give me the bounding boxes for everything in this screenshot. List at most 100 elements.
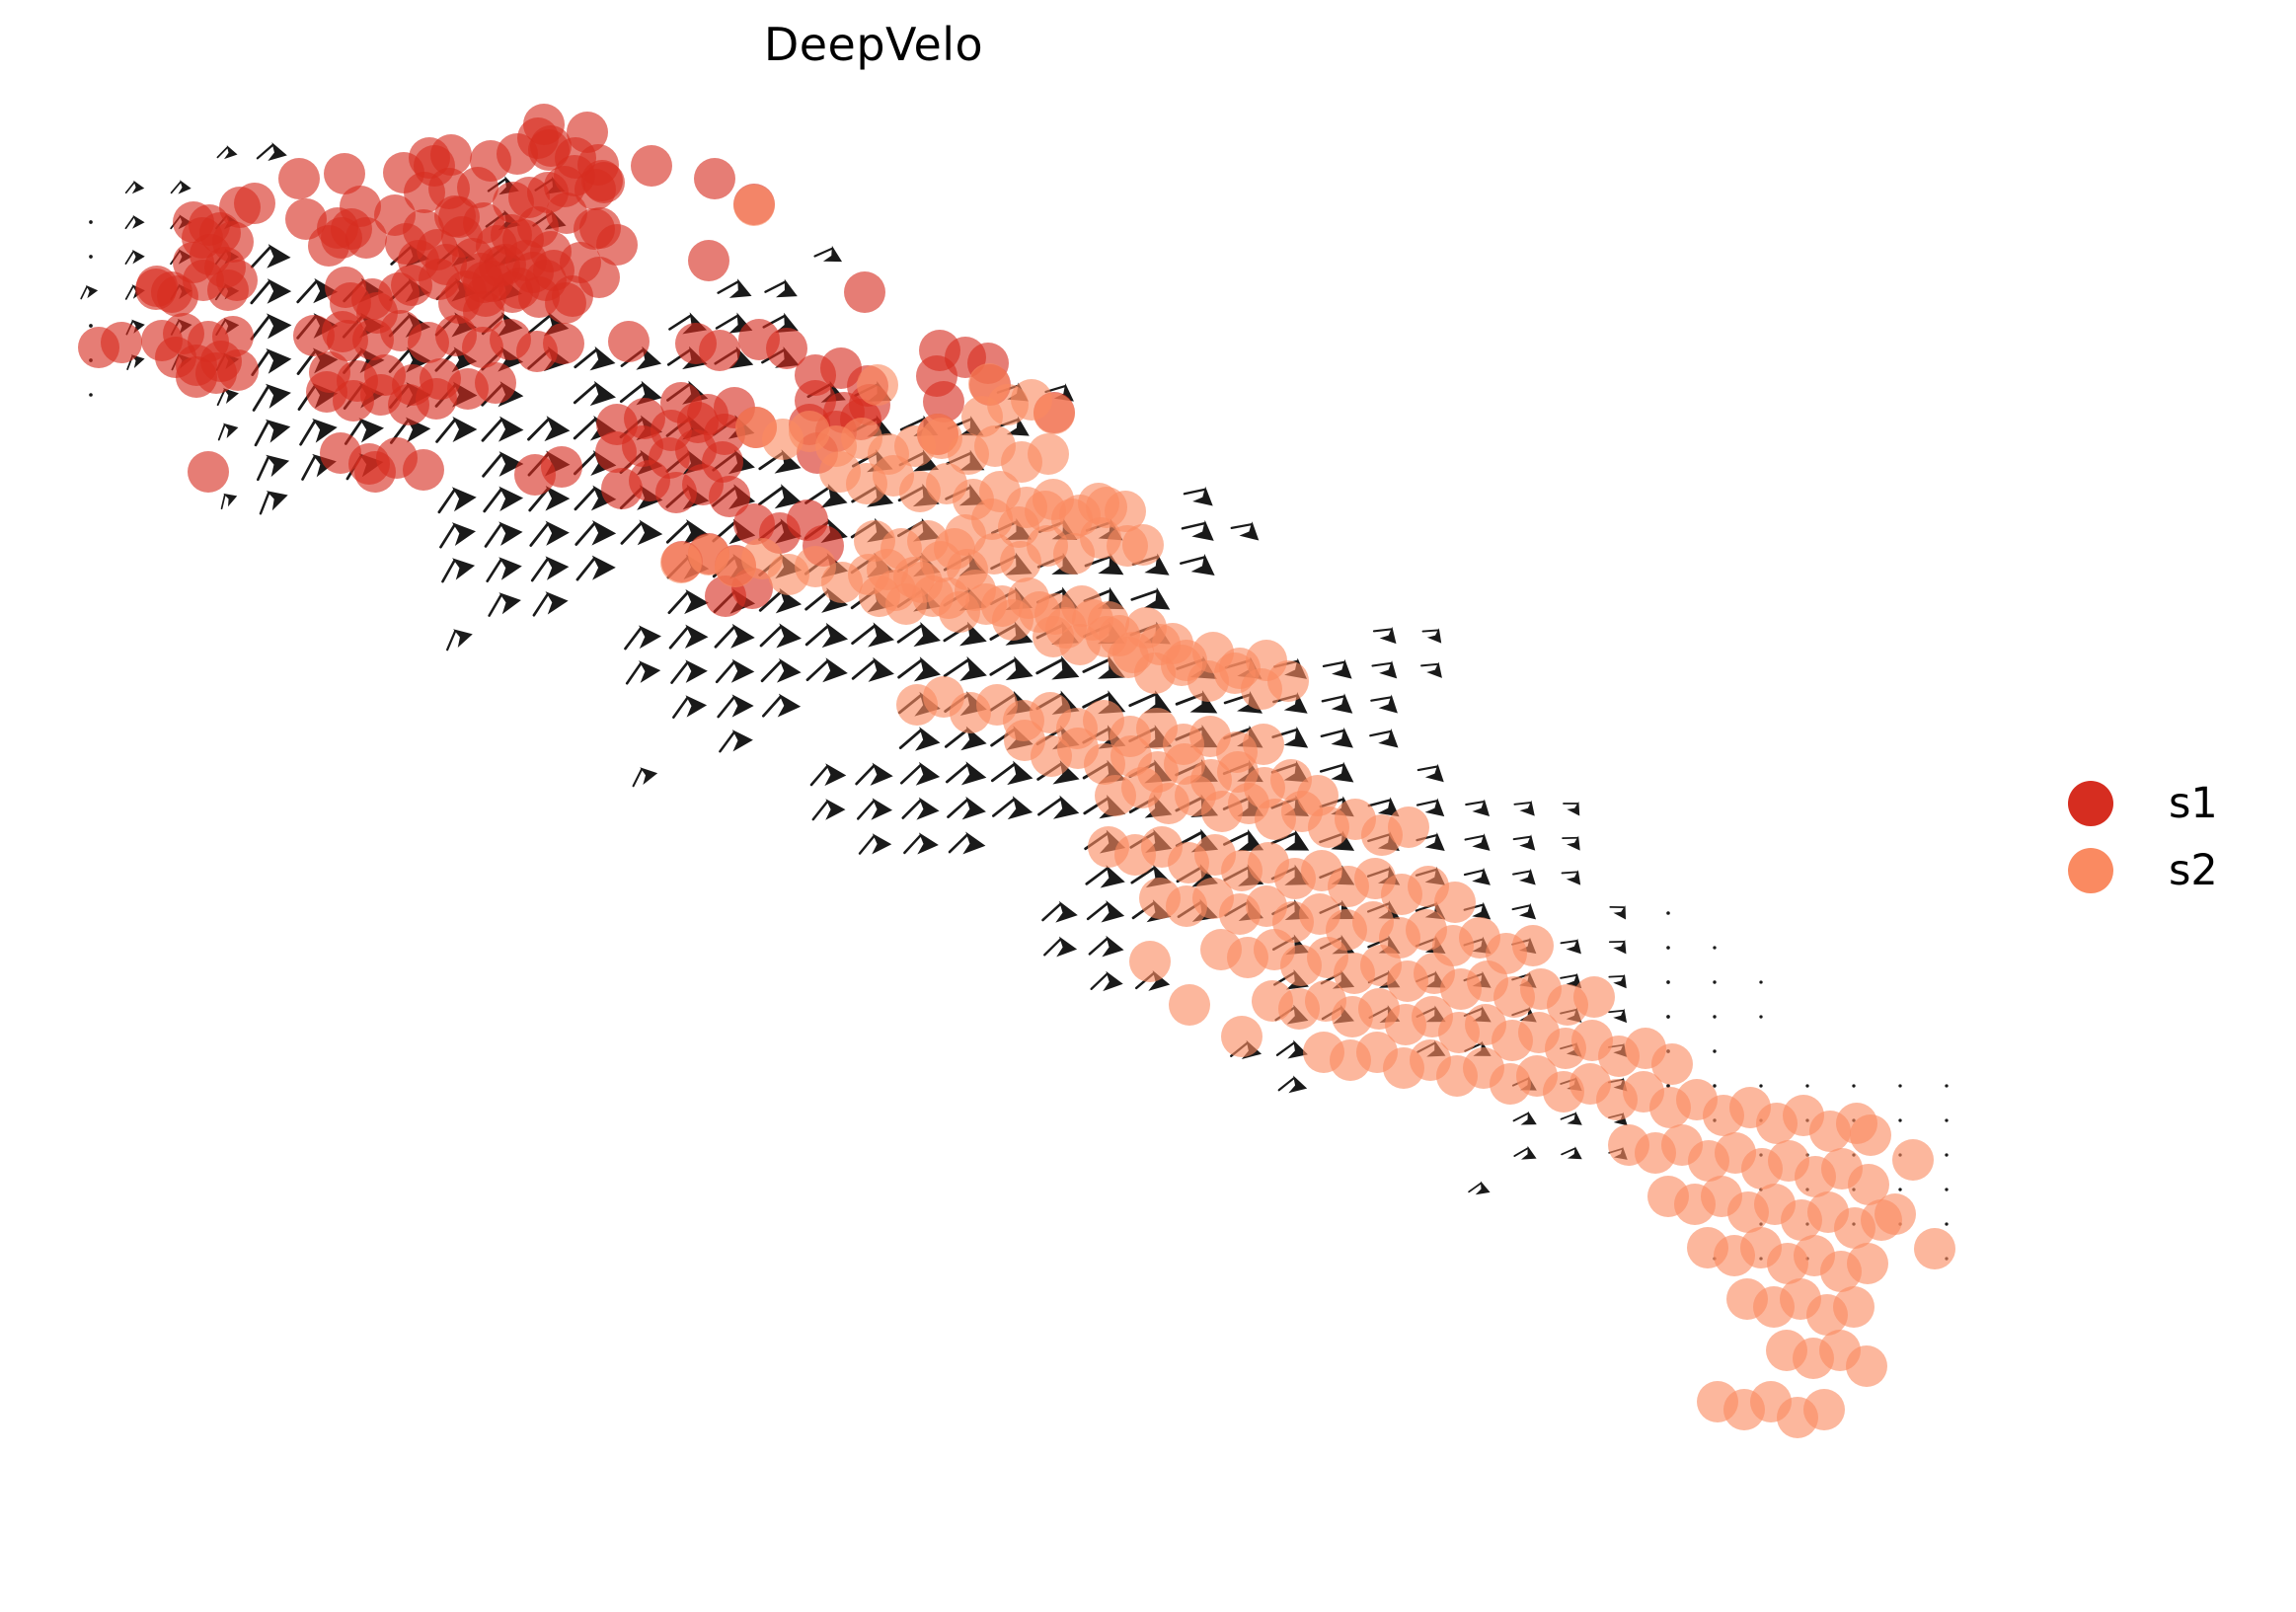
velocity-dot-icon (1666, 1084, 1670, 1088)
cell-point (1388, 806, 1429, 848)
velocity-arrow-icon (1319, 761, 1354, 783)
velocity-arrow-icon (764, 278, 798, 298)
velocity-arrow-icon (1608, 973, 1627, 989)
velocity-arrow-icon (486, 557, 522, 582)
velocity-arrow-icon (805, 657, 848, 683)
cell-point (541, 446, 582, 488)
velocity-arrow-icon (945, 761, 987, 786)
velocity-arrow-icon (760, 657, 802, 683)
velocity-arrow-icon (1183, 486, 1213, 506)
velocity-arrow-icon (1420, 661, 1442, 678)
velocity-arrow-icon (899, 761, 941, 786)
velocity-dot-icon (1713, 1084, 1717, 1088)
velocity-dot-icon (1852, 1084, 1856, 1088)
velocity-dot-icon (1713, 1049, 1717, 1053)
velocity-arrow-icon (1561, 1146, 1582, 1160)
velocity-arrow-icon (250, 278, 292, 305)
velocity-arrow-icon (1041, 900, 1078, 923)
velocity-arrow-icon (719, 729, 753, 753)
velocity-dot-icon (1898, 1188, 1902, 1191)
velocity-arrow-icon (216, 145, 238, 160)
cell-point (1833, 1286, 1875, 1328)
velocity-arrow-icon (1181, 519, 1214, 541)
cell-point (416, 378, 457, 420)
cell-point (1850, 1114, 1891, 1156)
velocity-arrow-icon (1043, 936, 1078, 958)
velocity-arrow-icon (851, 622, 895, 648)
velocity-arrow-icon (574, 345, 616, 371)
velocity-arrow-icon (1468, 1181, 1491, 1195)
cell-point (545, 282, 586, 324)
cell-point (733, 185, 775, 226)
velocity-arrow-icon (1086, 899, 1125, 923)
velocity-arrow-icon (484, 521, 523, 548)
velocity-arrow-icon (170, 180, 191, 194)
legend-entry-s1[interactable]: s1 (2068, 770, 2285, 837)
velocity-dot-icon (89, 393, 93, 397)
velocity-arrow-icon (257, 454, 290, 482)
velocity-arrow-icon (217, 422, 239, 441)
velocity-arrow-icon (220, 493, 238, 510)
velocity-arrow-icon (435, 417, 478, 443)
velocity-arrow-icon (483, 486, 524, 513)
velocity-arrow-icon (575, 555, 616, 581)
velocity-arrow-icon (1370, 694, 1398, 714)
cell-point (578, 257, 620, 298)
cell-point (527, 172, 569, 213)
velocity-arrow-icon (811, 799, 846, 821)
velocity-arrow-icon (897, 656, 941, 682)
velocity-dot-icon (89, 255, 93, 259)
velocity-arrow-icon (804, 622, 849, 649)
velocity-arrow-icon (1511, 902, 1537, 920)
velocity-arrow-icon (256, 142, 287, 162)
legend: s1 s2 (2068, 770, 2285, 904)
velocity-arrow-icon (624, 625, 661, 651)
cell-point (475, 362, 516, 404)
velocity-arrow-icon (532, 591, 569, 617)
cell-point (699, 330, 740, 371)
cell-point (543, 323, 584, 364)
velocity-arrow-icon (944, 726, 987, 751)
velocity-arrow-icon (632, 767, 658, 788)
velocity-arrow-icon (1608, 939, 1627, 955)
velocity-dot-icon (1666, 980, 1670, 984)
velocity-arrow-icon (989, 655, 1033, 681)
velocity-dot-icon (1713, 946, 1717, 950)
cell-point (694, 158, 735, 199)
velocity-arrow-icon (715, 658, 755, 684)
cell-point (1846, 1345, 1887, 1387)
cell-point (278, 158, 320, 199)
velocity-arrow-icon (1322, 658, 1352, 679)
velocity-arrow-icon (759, 623, 802, 649)
legend-entry-s2[interactable]: s2 (2068, 837, 2285, 904)
cell-point (1221, 1016, 1263, 1057)
cell-point (409, 137, 450, 179)
velocity-arrow-icon (1561, 870, 1581, 885)
velocity-arrow-icon (717, 278, 752, 298)
cell-point (1914, 1228, 1955, 1269)
cell-point (151, 271, 192, 313)
velocity-arrow-icon (250, 244, 291, 269)
cell-point (403, 449, 444, 491)
velocity-arrow-icon (1088, 935, 1124, 958)
velocity-arrow-icon (620, 519, 663, 546)
velocity-arrow-icon (439, 522, 476, 549)
cell-point (324, 153, 365, 194)
cell-point (188, 451, 229, 493)
cell-point (1011, 379, 1052, 421)
cell-point (1875, 1193, 1916, 1235)
velocity-arrow-icon (714, 623, 755, 649)
velocity-dot-icon (1805, 1084, 1809, 1088)
velocity-arrow-icon (809, 763, 847, 787)
cell-point (354, 451, 396, 493)
velocity-arrow-icon (1090, 970, 1123, 992)
velocity-arrow-icon (1416, 798, 1445, 817)
cell-point (1847, 1243, 1888, 1284)
velocity-arrow-icon (1270, 829, 1310, 851)
cell-point (1803, 1389, 1845, 1430)
velocity-arrow-icon (1463, 867, 1491, 885)
velocity-arrow-icon (482, 451, 524, 478)
velocity-arrow-icon (446, 629, 473, 652)
velocity-arrow-icon (948, 831, 986, 855)
